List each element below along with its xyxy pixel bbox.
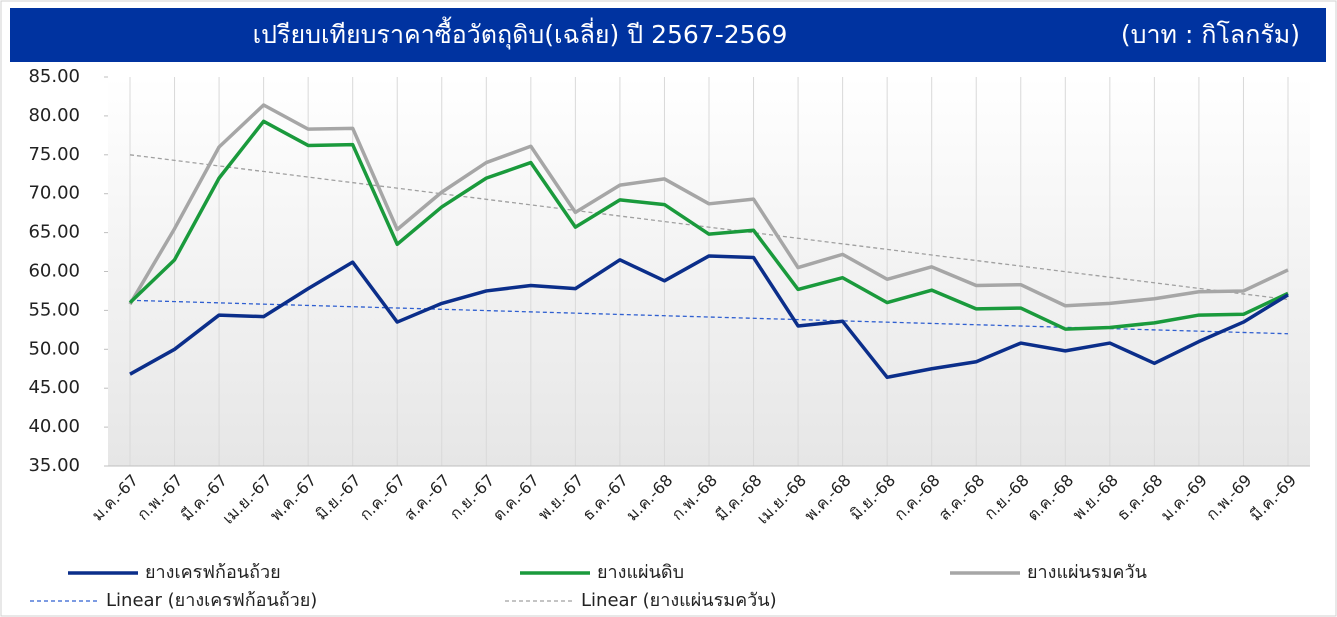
- y-tick-label: 65.00: [28, 222, 80, 243]
- y-tick-label: 35.00: [28, 455, 80, 476]
- chart-title: เปรียบเทียบราคาซื้อวัตถุดิบ(เฉลี่ย) ปี 2…: [253, 16, 788, 50]
- legend-label: ยางแผ่นรมควัน: [1027, 562, 1147, 583]
- unit-label: (บาท : กิโลกรัม): [1121, 20, 1300, 49]
- legend-label: Linear (ยางเครฟก้อนถ้วย): [106, 590, 317, 611]
- trend-line: [129, 154, 1289, 301]
- legend-label: Linear (ยางแผ่นรมควัน): [581, 590, 777, 611]
- y-tick-label: 60.00: [28, 261, 80, 282]
- y-tick-label: 75.00: [28, 144, 80, 165]
- series-line: [129, 254, 1289, 380]
- y-tick-label: 85.00: [28, 66, 80, 87]
- y-tick-label: 50.00: [28, 338, 80, 359]
- y-tick-label: 55.00: [28, 299, 80, 320]
- y-tick-label: 70.00: [28, 183, 80, 204]
- series-line: [128, 103, 1289, 308]
- y-tick-label: 45.00: [28, 377, 80, 398]
- series-line: [128, 119, 1289, 331]
- legend-label: ยางแผ่นดิบ: [597, 562, 684, 583]
- y-tick-label: 40.00: [28, 416, 80, 437]
- title-bar: [10, 8, 1326, 62]
- legend-label: ยางเครฟก้อนถ้วย: [145, 562, 281, 583]
- y-tick-label: 80.00: [28, 105, 80, 126]
